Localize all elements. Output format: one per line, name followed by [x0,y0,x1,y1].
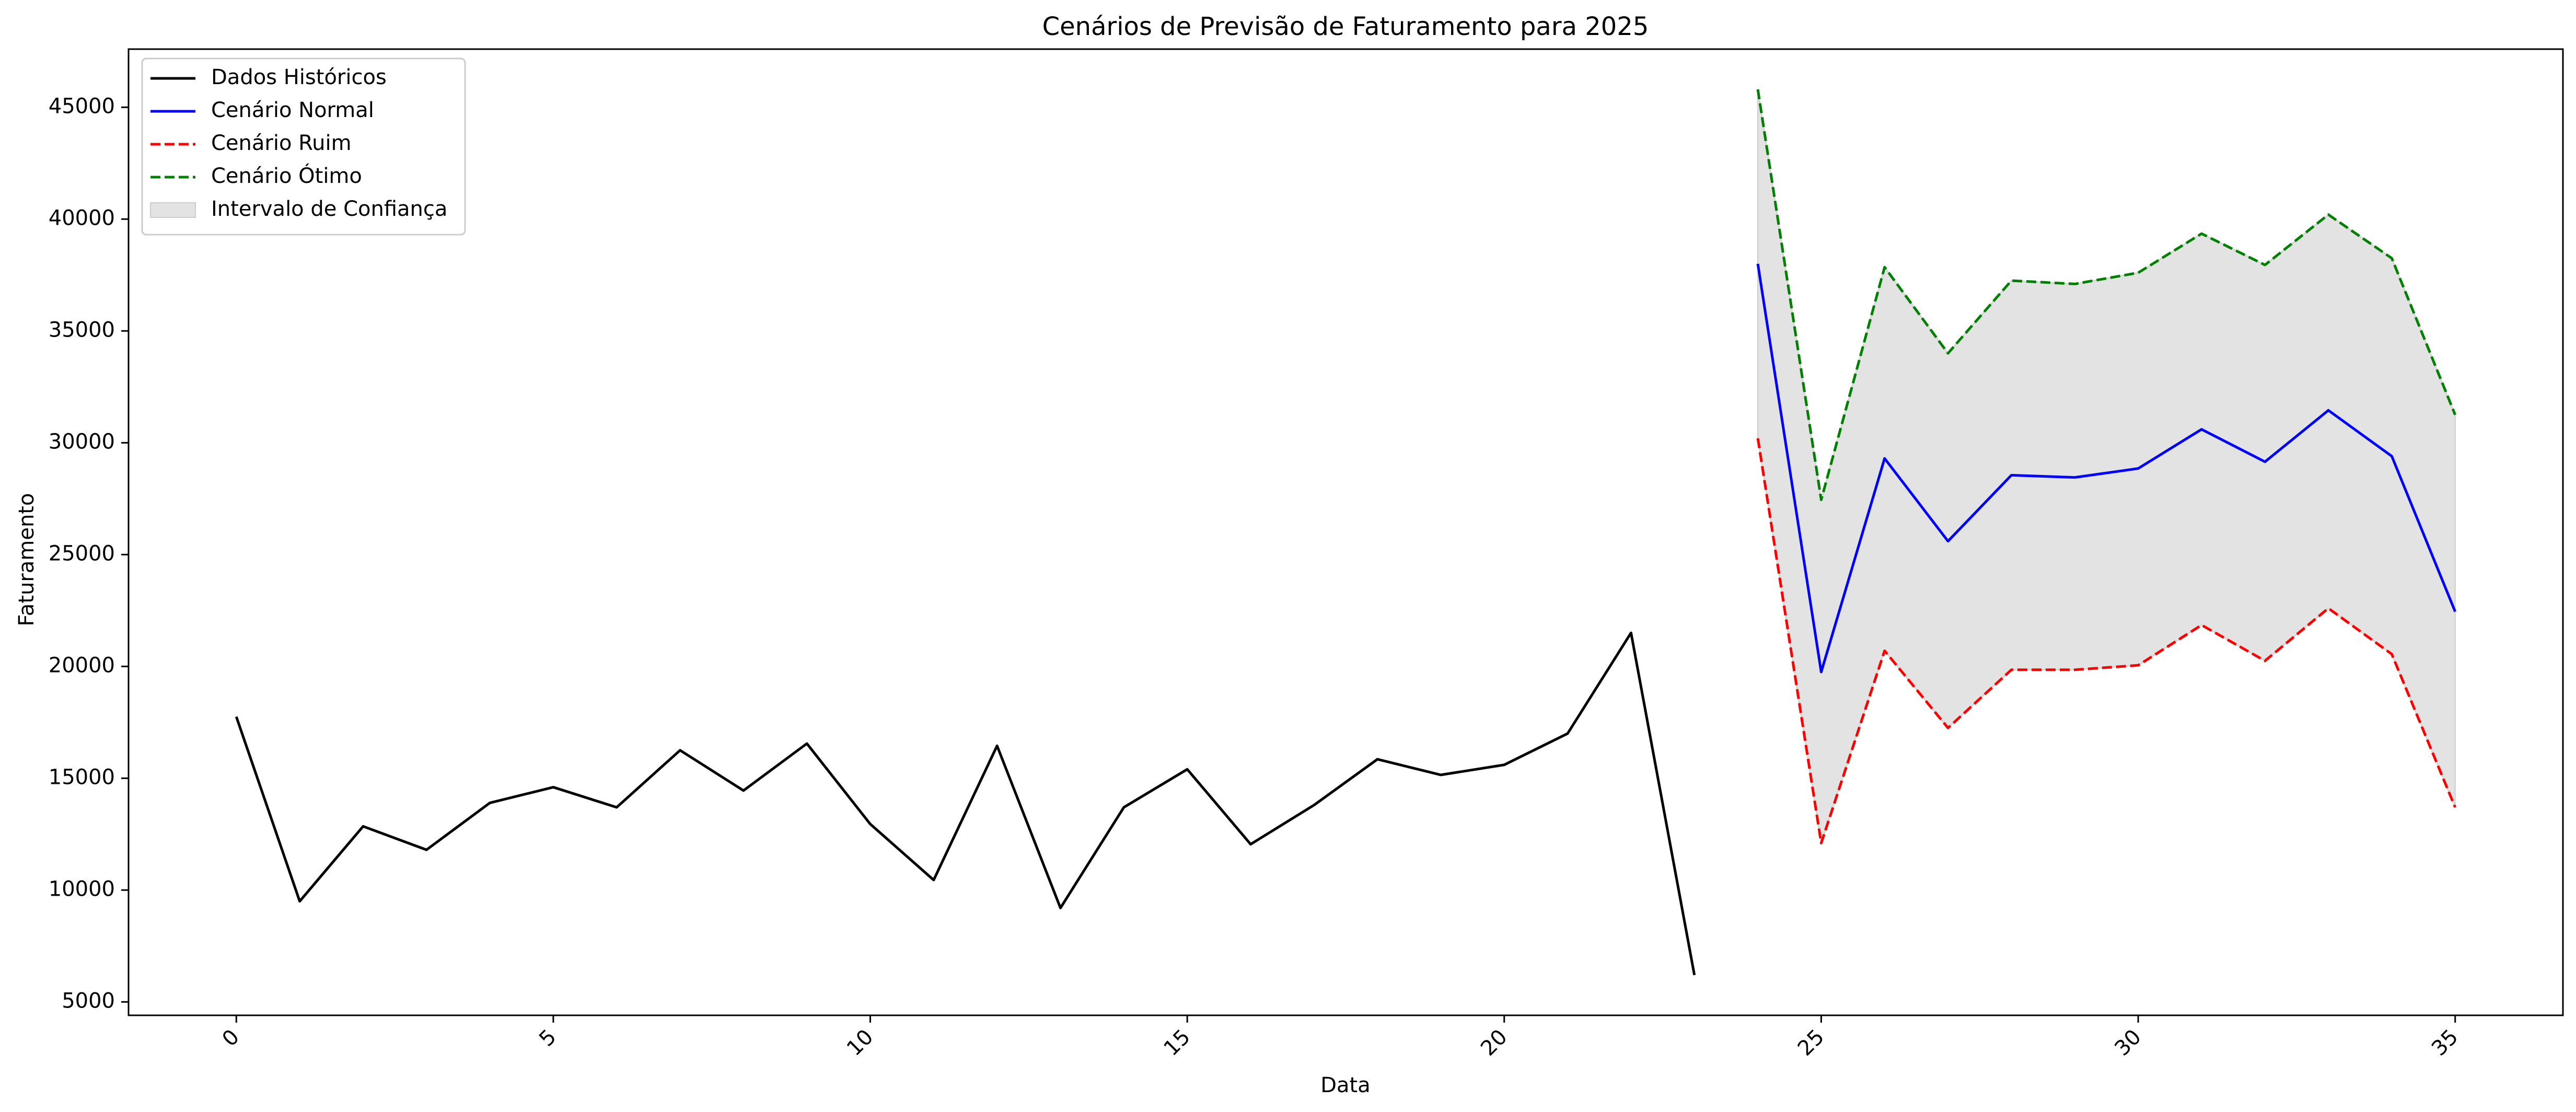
series-line-3 [1756,89,2457,501]
x-axis-title: Data [1320,1073,1371,1097]
legend-label-2: Cenário Ruim [211,131,352,155]
series-line-1 [1756,263,2457,674]
legend-box [141,57,466,236]
chart-title: Cenários de Previsão de Faturamento para… [1042,12,1649,41]
y-tick-label: 45000 [49,94,115,118]
legend-label-0: Dados Históricos [211,65,387,89]
y-tick-label: 40000 [49,206,115,230]
series-line-0 [235,631,1696,976]
plot-area [235,89,2457,976]
legend: Dados Históricos Cenário Normal Cenário Ru… [141,57,466,236]
legend-label-1: Cenário Normal [211,98,374,122]
y-tick-label: 35000 [49,318,115,342]
y-axis-title: Faturamento [15,493,39,627]
y-tick-label: 20000 [49,653,115,677]
y-tick-label: 5000 [62,989,115,1013]
plot-frame [127,48,2564,1016]
y-tick-label: 15000 [49,765,115,789]
y-tick-label: 30000 [49,430,115,454]
y-tick-label: 10000 [49,877,115,901]
legend-swatch-4 [150,202,196,218]
legend-label-4: Intervalo de Confiança [211,197,447,221]
series-line-2 [1756,438,2457,844]
legend-label-3: Cenário Ótimo [211,163,362,188]
y-tick-label: 25000 [49,541,115,565]
